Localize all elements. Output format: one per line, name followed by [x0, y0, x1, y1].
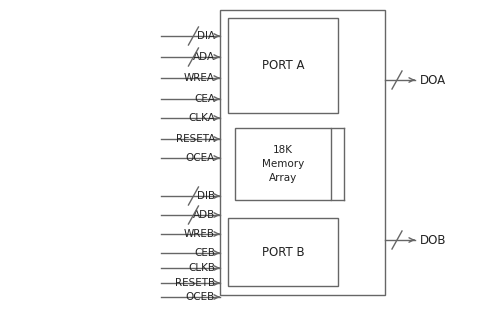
Text: DIA: DIA [197, 31, 215, 41]
Text: RESETA: RESETA [176, 134, 215, 144]
Bar [228, 18, 338, 113]
Text: DOB: DOB [420, 234, 447, 247]
Text: PORT A: PORT A [262, 59, 304, 72]
Text: CLKB: CLKB [188, 263, 215, 273]
Text: WREA: WREA [184, 73, 215, 83]
Bar [228, 218, 338, 286]
Text: WREB: WREB [184, 229, 215, 239]
Bar [235, 128, 331, 200]
Text: 18K
Memory
Array: 18K Memory Array [262, 145, 304, 183]
Text: ADB: ADB [193, 210, 215, 220]
Text: RESETB: RESETB [175, 278, 215, 288]
Text: CEA: CEA [194, 94, 215, 104]
Text: ADA: ADA [193, 52, 215, 62]
Text: PORT B: PORT B [262, 245, 305, 259]
Text: DIB: DIB [197, 191, 215, 201]
Bar [220, 10, 385, 295]
Text: DOA: DOA [420, 74, 446, 87]
Text: CEB: CEB [194, 248, 215, 258]
Text: OCEA: OCEA [186, 153, 215, 163]
Text: OCEB: OCEB [186, 292, 215, 302]
Text: CLKA: CLKA [188, 113, 215, 123]
